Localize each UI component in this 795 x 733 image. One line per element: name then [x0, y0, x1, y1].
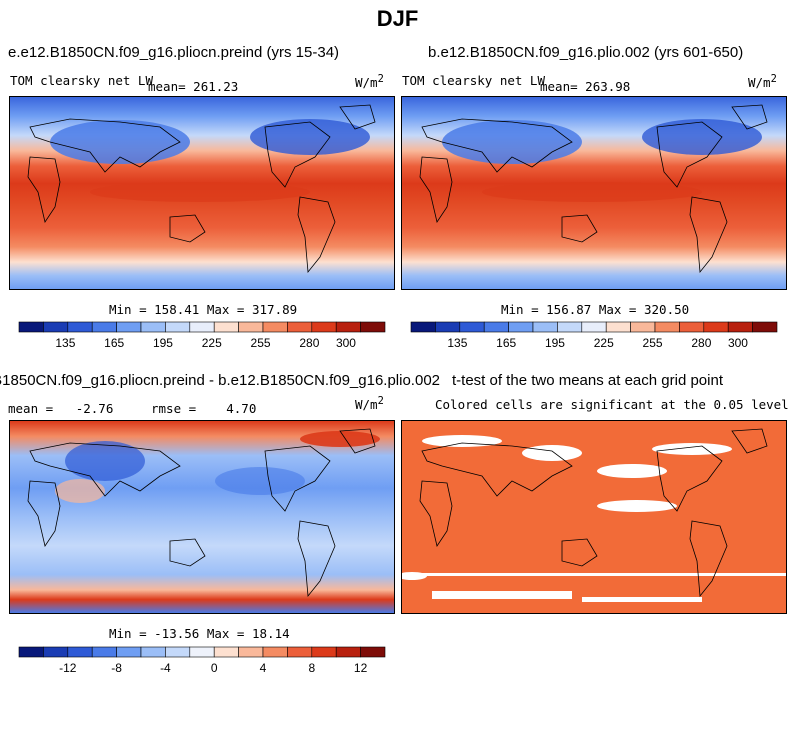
colorbar-tick-label: 255 — [643, 336, 663, 350]
colorbar-swatch — [43, 646, 69, 658]
colorbar-swatch — [287, 646, 313, 658]
colorbar-swatch — [360, 321, 386, 333]
colorbar-swatch — [752, 321, 778, 333]
panel3-map — [9, 420, 395, 614]
colorbar-tick-label: 280 — [691, 336, 711, 350]
colorbar-swatch — [557, 321, 583, 333]
colorbar-swatch — [335, 646, 361, 658]
colorbar-swatch — [311, 321, 337, 333]
colorbar-swatch — [459, 321, 485, 333]
colorbar-swatch — [311, 646, 337, 658]
colorbar-swatch — [165, 321, 191, 333]
colorbar-tick-label: 195 — [545, 336, 565, 350]
colorbar-swatch — [703, 321, 729, 333]
panel4-subtitle: Colored cells are significant at the 0.0… — [435, 397, 789, 412]
colorbar-swatch — [18, 321, 44, 333]
colorbar-tick-label: -8 — [111, 661, 122, 675]
panel1-map — [9, 96, 395, 290]
panel2-min-max: Min = 156.87 Max = 320.50 — [501, 302, 690, 317]
colorbar-swatch — [335, 321, 361, 333]
panel2-mean: mean= 263.98 — [540, 79, 631, 94]
panel1-units: W/m2 — [355, 73, 384, 91]
colorbar-swatch — [140, 646, 166, 658]
colorbar-tick-label: 300 — [728, 336, 748, 350]
panel4-title: t-test of the two means at each grid poi… — [452, 372, 723, 389]
colorbar-tick-label: 255 — [251, 336, 271, 350]
colorbar-swatch — [532, 321, 558, 333]
colorbar-swatch — [262, 646, 288, 658]
colorbar-swatch — [435, 321, 461, 333]
panel3-mean-rmse: mean = -2.76 rmse = 4.70 — [8, 401, 257, 416]
colorbar-tick-label: -4 — [160, 661, 171, 675]
colorbar-swatch — [116, 321, 142, 333]
panel1-mean: mean= 261.23 — [148, 79, 239, 94]
panel2-colorbar: 135 165 195 225 255 280 300 — [410, 321, 778, 356]
colorbar-swatch — [213, 321, 239, 333]
panel3-min-max: Min = -13.56 Max = 18.14 — [109, 626, 290, 641]
panel4-map — [401, 420, 787, 614]
colorbar-tick-label: 195 — [153, 336, 173, 350]
colorbar-swatch — [508, 321, 534, 333]
colorbar-swatch — [727, 321, 753, 333]
panel1-title: e.e12.B1850CN.f09_g16.pliocn.preind (yrs… — [8, 44, 340, 61]
colorbar-tick-label: 280 — [299, 336, 319, 350]
panel2-title: b.e12.B1850CN.f09_g16.plio.002 (yrs 601-… — [428, 44, 744, 61]
colorbar-swatch — [630, 321, 656, 333]
colorbar-swatch — [165, 646, 191, 658]
colorbar-tick-label: 12 — [354, 661, 368, 675]
colorbar-tick-label: 165 — [496, 336, 516, 350]
colorbar-swatch — [483, 321, 509, 333]
colorbar-swatch — [654, 321, 680, 333]
colorbar-swatch — [679, 321, 705, 333]
colorbar-swatch — [116, 646, 142, 658]
colorbar-swatch — [91, 321, 117, 333]
colorbar-tick-label: 0 — [211, 661, 218, 675]
colorbar-tick-label: 135 — [55, 336, 75, 350]
colorbar-swatch — [140, 321, 166, 333]
colorbar-swatch — [18, 646, 44, 658]
panel3-title: e.e12.B1850CN.f09_g16.pliocn.preind - b.… — [0, 372, 440, 389]
colorbar-swatch — [581, 321, 607, 333]
colorbar-tick-label: 225 — [594, 336, 614, 350]
colorbar-tick-label: 165 — [104, 336, 124, 350]
colorbar-tick-label: 8 — [308, 661, 315, 675]
colorbar-swatch — [287, 321, 313, 333]
panel3-colorbar: -12 -8 -4 0 4 8 12 — [18, 646, 386, 681]
colorbar-swatch — [360, 646, 386, 658]
colorbar-swatch — [67, 321, 93, 333]
colorbar-swatch — [67, 646, 93, 658]
colorbar-swatch — [213, 646, 239, 658]
colorbar-tick-label: 135 — [447, 336, 467, 350]
panel1-colorbar: 135 165 195 225 255 280 300 — [18, 321, 386, 356]
panel2-variable-label: TOM clearsky net LW — [402, 73, 545, 88]
colorbar-tick-label: 225 — [202, 336, 222, 350]
colorbar-swatch — [238, 321, 264, 333]
panel2-units: W/m2 — [748, 73, 777, 91]
colorbar-swatch — [262, 321, 288, 333]
colorbar-swatch — [43, 321, 69, 333]
colorbar-swatch — [410, 321, 436, 333]
colorbar-tick-label: -12 — [59, 661, 77, 675]
colorbar-swatch — [91, 646, 117, 658]
panel1-variable-label: TOM clearsky net LW — [10, 73, 153, 88]
colorbar-swatch — [605, 321, 631, 333]
panel3-units: W/m2 — [355, 395, 384, 413]
colorbar-tick-label: 300 — [336, 336, 356, 350]
colorbar-tick-label: 4 — [260, 661, 267, 675]
panel1-min-max: Min = 158.41 Max = 317.89 — [109, 302, 298, 317]
colorbar-swatch — [189, 321, 215, 333]
colorbar-swatch — [189, 646, 215, 658]
panel2-map — [401, 96, 787, 290]
colorbar-swatch — [238, 646, 264, 658]
figure-title: DJF — [376, 6, 419, 31]
